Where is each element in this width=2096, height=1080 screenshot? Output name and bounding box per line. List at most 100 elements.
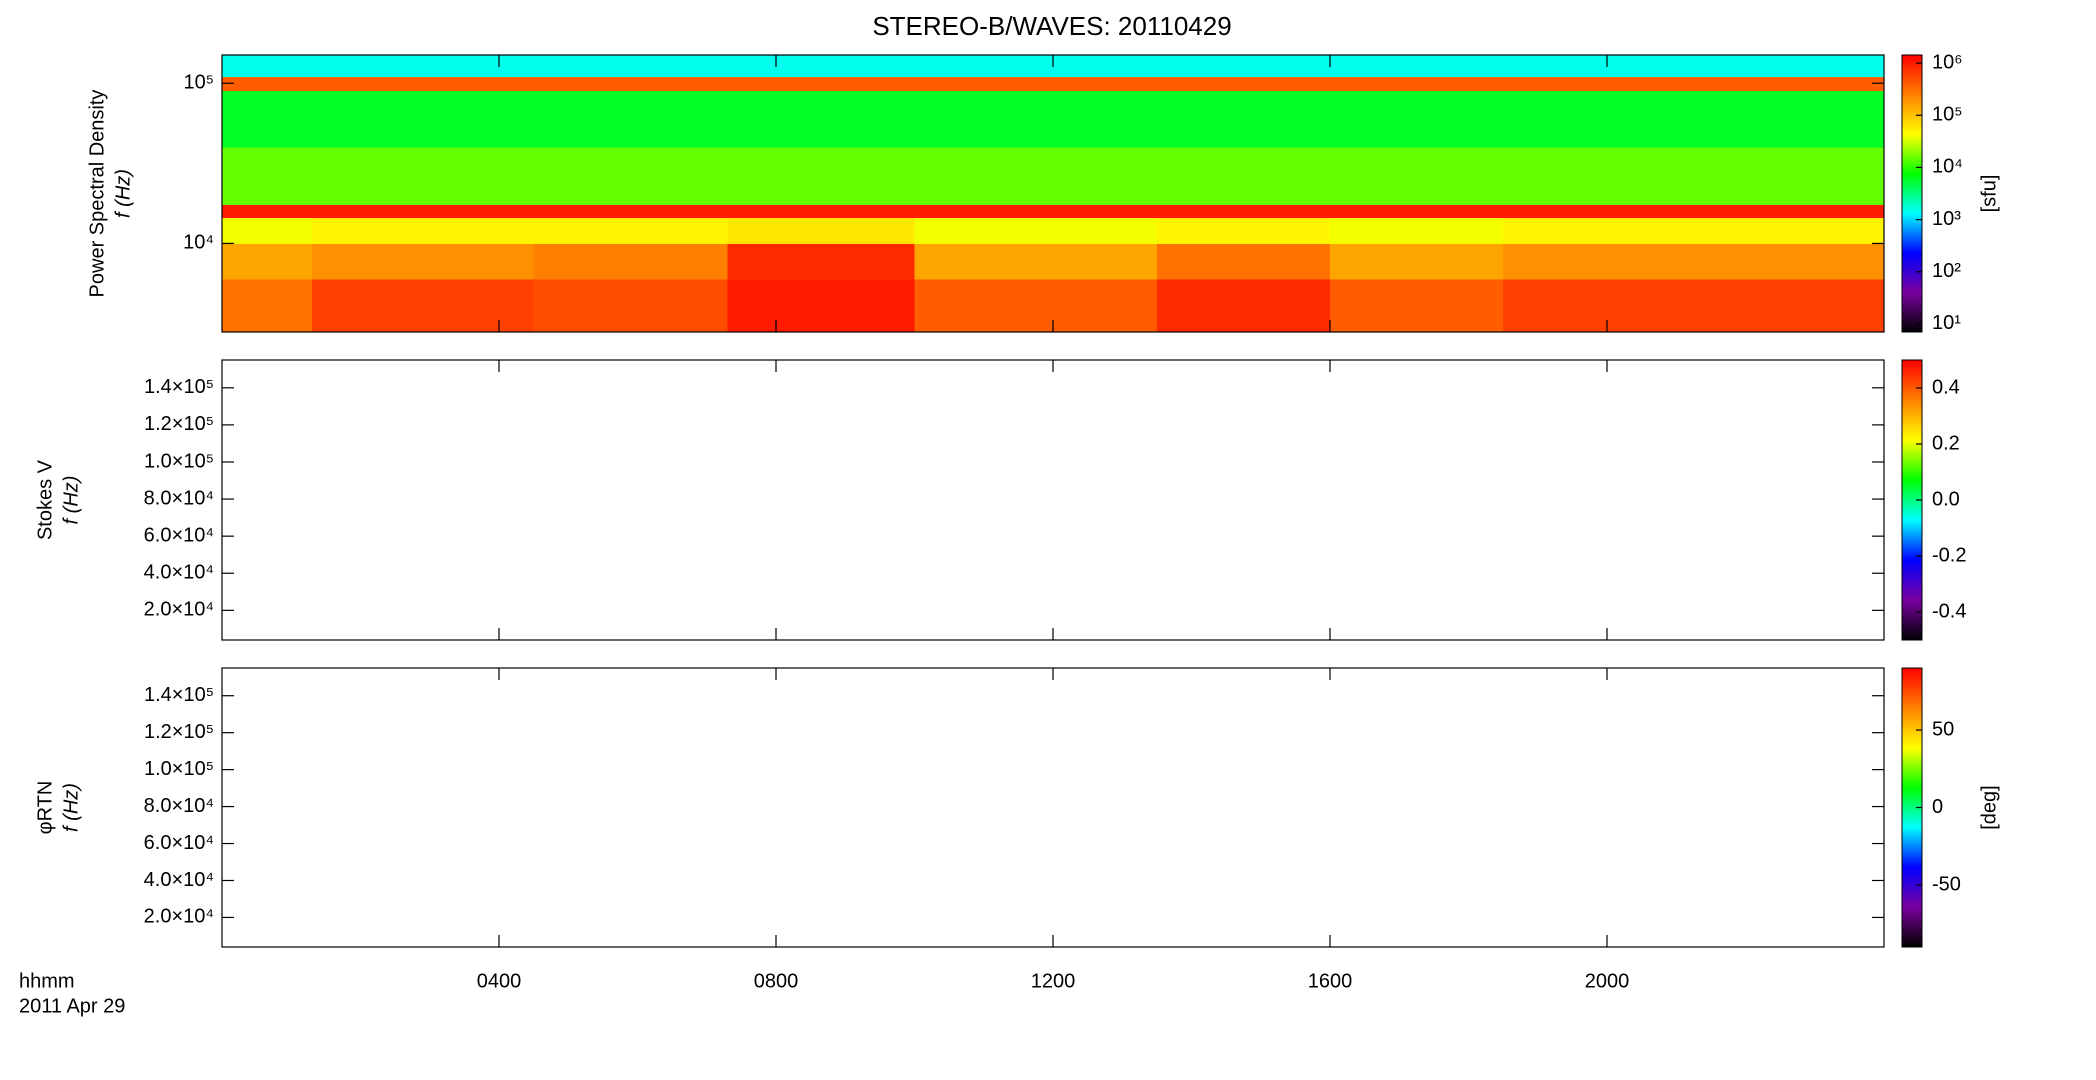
- heatmap-cell: [1330, 90, 1504, 148]
- heatmap-cell: [1156, 90, 1331, 148]
- x-tick-label: 2000: [1585, 970, 1630, 992]
- heatmap-cell: [1503, 55, 1885, 78]
- y-axis-label: φRTN: [34, 781, 56, 835]
- heatmap-cell: [222, 243, 313, 280]
- colorbar-tick-label: 0.2: [1932, 432, 1960, 454]
- heatmap-cell: [312, 55, 535, 78]
- colorbar-tick-label: 50: [1932, 718, 1954, 740]
- heatmap-cell: [1503, 217, 1885, 244]
- y-tick-label: 10⁴: [183, 232, 214, 254]
- y-tick-label: 1.4×10⁵: [144, 376, 214, 398]
- x-tick-label: 0800: [754, 970, 799, 992]
- y-tick-label: 6.0×10⁴: [144, 832, 214, 854]
- heatmap-cell: [1503, 204, 1885, 219]
- y-tick-label: 8.0×10⁴: [144, 795, 214, 817]
- heatmap-cell: [1156, 55, 1331, 78]
- heatmap-cell: [533, 76, 729, 92]
- y-tick-label: 1.2×10⁵: [144, 721, 214, 743]
- y-axis-label: f (Hz): [60, 476, 82, 525]
- colorbar-tick-label: 0.4: [1932, 376, 1960, 398]
- heatmap-cell: [1503, 243, 1885, 280]
- colorbar-tick-label: -0.2: [1932, 544, 1966, 566]
- heatmap-cell: [533, 243, 729, 280]
- x-tick-label: 0400: [477, 970, 522, 992]
- heatmap-cell: [914, 204, 1158, 219]
- heatmap-cell: [1156, 204, 1331, 219]
- heatmap-cell: [1156, 217, 1331, 244]
- plot-frame: [221, 359, 1885, 641]
- heatmap-cell: [914, 278, 1158, 333]
- heatmap-cell: [533, 204, 729, 219]
- chart-title: STEREO-B/WAVES: 20110429: [872, 11, 1231, 41]
- y-tick-label: 1.2×10⁵: [144, 413, 214, 435]
- y-tick-label: 1.0×10⁵: [144, 450, 214, 472]
- heatmap-cell: [1156, 76, 1331, 92]
- heatmap-cell: [1330, 243, 1504, 280]
- heatmap-cell: [1330, 76, 1504, 92]
- heatmap-cell: [533, 55, 729, 78]
- heatmap-cell: [533, 278, 729, 333]
- y-tick-label: 6.0×10⁴: [144, 524, 214, 546]
- heatmap-cell: [533, 217, 729, 244]
- heatmap-cell: [1503, 76, 1885, 92]
- y-tick-label: 2.0×10⁴: [144, 599, 214, 621]
- heatmap-cell: [727, 76, 915, 92]
- colorbar-tick-label: 10³: [1932, 208, 1961, 230]
- colorbar-tick-label: 0.0: [1932, 488, 1960, 510]
- heatmap-cell: [727, 146, 915, 205]
- heatmap-cell: [312, 278, 535, 333]
- heatmap-cell: [1330, 217, 1504, 244]
- y-tick-label: 1.0×10⁵: [144, 758, 214, 780]
- x-axis-label: hhmm: [19, 970, 75, 992]
- heatmap-cell: [1503, 146, 1885, 205]
- y-tick-label: 2.0×10⁴: [144, 906, 214, 928]
- heatmap-cell: [222, 146, 313, 205]
- heatmap-cell: [312, 90, 535, 148]
- heatmap-cell: [312, 146, 535, 205]
- heatmap-cell: [222, 217, 313, 244]
- colorbar-tick-label: 0: [1932, 796, 1943, 818]
- heatmap-cell: [222, 76, 313, 92]
- heatmap-cell: [727, 204, 915, 219]
- colorbar-tick-label: 10⁶: [1932, 51, 1962, 73]
- heatmap-cell: [222, 55, 313, 78]
- y-axis-label: f (Hz): [112, 169, 134, 218]
- x-tick-label: 1200: [1031, 970, 1076, 992]
- colorbar: [1901, 54, 1923, 333]
- heatmap-cell: [914, 217, 1158, 244]
- heatmap-cell: [312, 217, 535, 244]
- heatmap-cell: [533, 90, 729, 148]
- y-axis-label: Power Spectral Density: [86, 90, 108, 298]
- colorbar-tick-label: 10⁵: [1932, 104, 1963, 126]
- x-tick-label: 1600: [1308, 970, 1353, 992]
- plot-frame: [221, 667, 1885, 948]
- heatmap-cell: [914, 146, 1158, 205]
- heatmap-cell: [914, 76, 1158, 92]
- heatmap-cell: [914, 90, 1158, 148]
- heatmap-cell: [533, 146, 729, 205]
- heatmap-cell: [1156, 146, 1331, 205]
- heatmap-cell: [1330, 204, 1504, 219]
- heatmap-cell: [1503, 90, 1885, 148]
- y-axis-label: f (Hz): [60, 783, 82, 832]
- y-tick-label: 4.0×10⁴: [144, 869, 214, 891]
- heatmap-cell: [1330, 146, 1504, 205]
- heatmap-cell: [727, 243, 915, 280]
- heatmap-cell: [727, 278, 915, 333]
- y-tick-label: 8.0×10⁴: [144, 487, 214, 509]
- heatmap-cell: [1330, 55, 1504, 78]
- heatmap-cell: [1330, 278, 1504, 333]
- heatmap-cell: [222, 204, 313, 219]
- heatmap-cell: [727, 217, 915, 244]
- heatmap-cell: [727, 90, 915, 148]
- colorbar-tick-label: -50: [1932, 873, 1961, 895]
- date-label: 2011 Apr 29: [19, 995, 125, 1017]
- y-axis-label: Stokes V: [34, 459, 56, 540]
- colorbar-tick-label: -0.4: [1932, 600, 1966, 622]
- colorbar-label: [deg]: [1978, 785, 2000, 829]
- heatmap-cell: [1503, 278, 1885, 333]
- y-tick-label: 4.0×10⁴: [144, 562, 214, 584]
- heatmap-cell: [222, 278, 313, 333]
- heatmap-cell: [222, 90, 313, 148]
- heatmap-cell: [312, 243, 535, 280]
